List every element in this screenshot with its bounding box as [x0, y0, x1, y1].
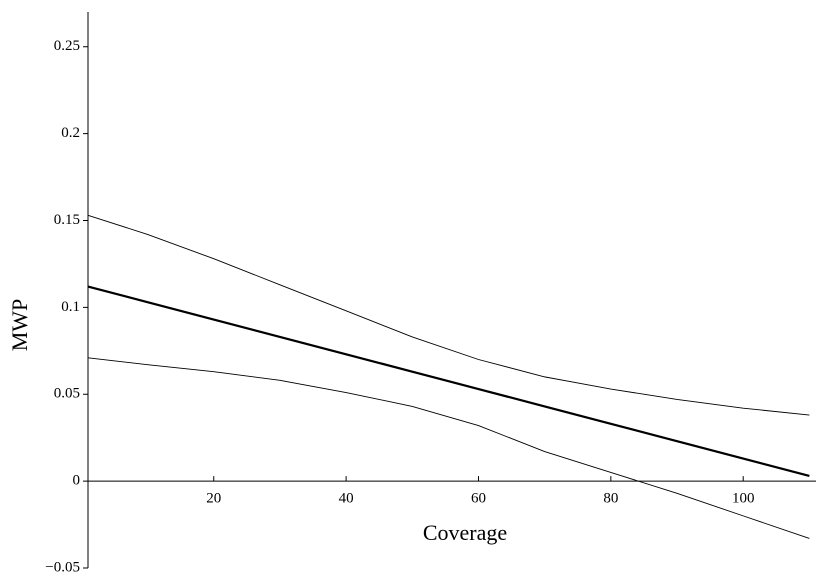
x-tick-label: 20 — [206, 491, 221, 507]
y-tick-label: 0.15 — [54, 212, 80, 228]
y-tick-label: 0.1 — [61, 299, 80, 315]
series-line — [87, 357, 810, 539]
y-axis-title: MWP — [7, 299, 32, 352]
y-tick-label: −0.05 — [45, 559, 80, 575]
x-tick-label: 40 — [339, 491, 354, 507]
x-tick-label: 100 — [732, 491, 755, 507]
y-tick-label: 0.05 — [54, 386, 80, 402]
series-line — [87, 214, 810, 416]
x-axis-title: Coverage — [423, 520, 507, 545]
x-tick-label: 80 — [603, 491, 618, 507]
series-line — [87, 285, 810, 477]
x-tick-label: 60 — [471, 491, 486, 507]
y-tick-label: 0.2 — [61, 125, 80, 141]
y-tick-label: 0 — [73, 473, 81, 489]
y-tick-label: 0.25 — [54, 38, 80, 54]
